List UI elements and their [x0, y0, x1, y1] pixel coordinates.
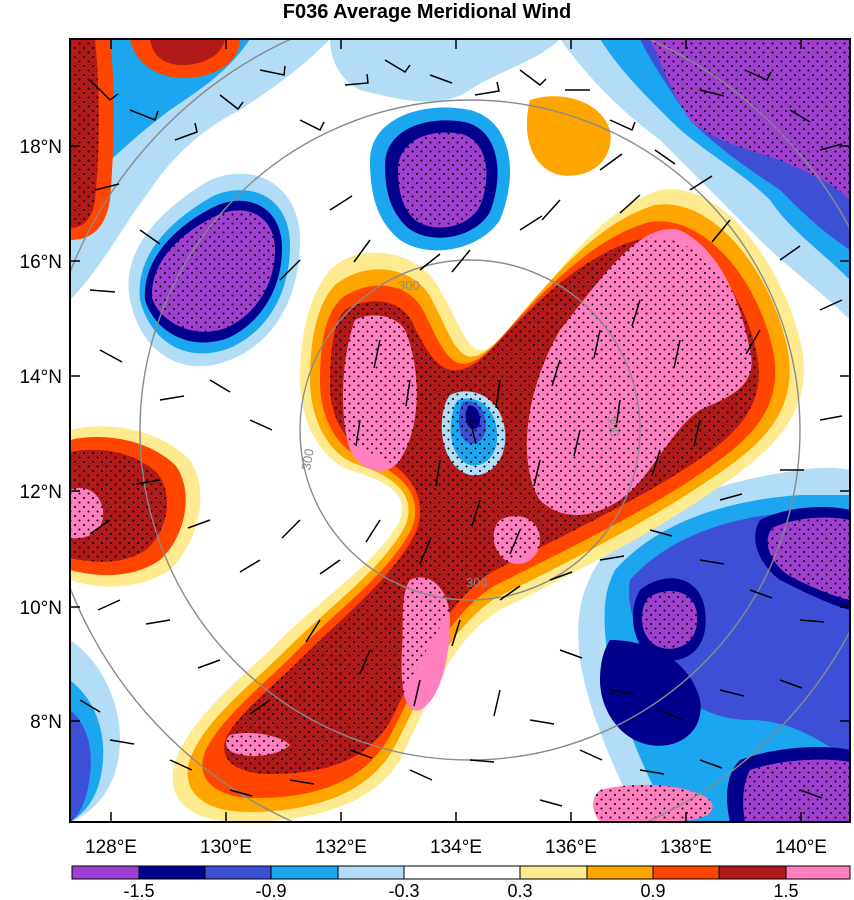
lat-label: 16°N: [20, 252, 62, 273]
colorbar-swatch: [403, 865, 521, 880]
lon-label: 136°E: [545, 837, 597, 858]
colorbar-swatch: [138, 865, 206, 880]
lat-label: 14°N: [20, 367, 62, 388]
ring-label: 300: [398, 278, 420, 293]
ring-label: 300: [466, 575, 488, 590]
lat-label: 18°N: [20, 137, 62, 158]
colorbar-swatch: [337, 865, 405, 880]
chart-title: F036 Average Meridional Wind: [282, 1, 572, 23]
colorbar-swatch: [718, 865, 787, 880]
colorbar-swatch: [586, 865, 654, 880]
ring-label: 300: [298, 447, 317, 471]
ring-label: 300: [604, 414, 623, 438]
plot-frame: [69, 38, 851, 823]
lon-label: 128°E: [85, 837, 137, 858]
colorbar-swatch: [270, 865, 339, 880]
lon-label: 130°E: [200, 837, 252, 858]
lon-label: 134°E: [430, 837, 482, 858]
colorbar: [71, 865, 851, 880]
colorbar-swatch: [204, 865, 272, 880]
lon-label: 138°E: [660, 837, 712, 858]
colorbar-label: 1.5: [773, 881, 798, 900]
colorbar-swatch: [519, 865, 588, 880]
colorbar-label: -0.9: [255, 881, 286, 900]
colorbar-swatch: [785, 865, 851, 880]
colorbar-label: -0.3: [388, 881, 419, 900]
shaded-field: [70, 39, 850, 822]
lon-label: 132°E: [315, 837, 367, 858]
wind-barbs: [79, 59, 843, 807]
axis-ticks: [70, 39, 850, 822]
colorbar-label: 0.9: [640, 881, 665, 900]
lat-label: 8°N: [30, 712, 62, 733]
lon-label: 140°E: [775, 837, 827, 858]
lat-label: 10°N: [20, 598, 62, 619]
colorbar-swatch: [652, 865, 720, 880]
colorbar-swatch: [71, 865, 140, 880]
colorbar-label: 0.3: [507, 881, 532, 900]
lat-label: 12°N: [20, 482, 62, 503]
colorbar-label: -1.5: [123, 881, 154, 900]
